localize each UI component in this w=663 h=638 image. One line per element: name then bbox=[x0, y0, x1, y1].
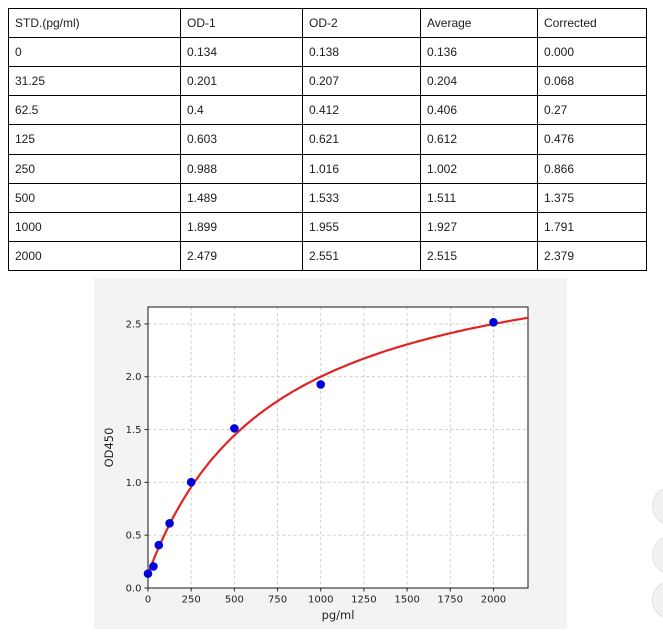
y-tick-label: 2.5 bbox=[126, 319, 142, 330]
x-tick-label: 1500 bbox=[394, 595, 419, 606]
data-point bbox=[149, 562, 158, 571]
data-point bbox=[143, 569, 153, 578]
data-point bbox=[489, 318, 498, 327]
table-cell: 0.621 bbox=[302, 124, 421, 155]
table-cell: 2.515 bbox=[420, 240, 538, 272]
y-tick-label: 1.5 bbox=[126, 425, 142, 436]
table-cell: 0.134 bbox=[180, 36, 303, 68]
table-cell: 2.551 bbox=[302, 240, 421, 272]
table-cell: 0.138 bbox=[302, 36, 421, 68]
data-point bbox=[230, 424, 239, 433]
table-cell: 500 bbox=[8, 182, 181, 213]
table-cell: 1.016 bbox=[302, 153, 421, 184]
x-tick-label: 2000 bbox=[481, 595, 506, 606]
standard-curve-chart: 0 250 500 750 1000 1250 1500 1750 2000 0.0 0.5 1.0 1… bbox=[94, 278, 567, 629]
floating-button-3[interactable] bbox=[652, 580, 663, 620]
table-cell: 0.406 bbox=[420, 95, 538, 126]
column-header: Average bbox=[420, 8, 538, 38]
table-cell: 1.489 bbox=[180, 182, 303, 213]
x-tick-label: 1250 bbox=[351, 595, 376, 606]
table-cell: 31.25 bbox=[8, 66, 181, 97]
table-cell: 1000 bbox=[8, 211, 181, 242]
table-cell: 0.603 bbox=[180, 124, 303, 155]
table-row: 62.5 0.4 0.412 0.406 0.27 bbox=[8, 95, 647, 126]
standards-table: STD.(pg/ml) OD-1 OD-2 Average Corrected 0 0.1… bbox=[8, 8, 647, 272]
table-row: 31.25 0.201 0.207 0.204 0.068 bbox=[8, 66, 647, 97]
table-cell: 125 bbox=[8, 124, 181, 155]
floating-button-2[interactable] bbox=[652, 535, 663, 575]
table-cell: 0.204 bbox=[420, 66, 538, 97]
y-tick-label: 0.0 bbox=[126, 584, 142, 595]
column-header: OD-1 bbox=[180, 8, 303, 38]
y-axis-label: OD450 bbox=[102, 428, 116, 468]
table-cell: 2.479 bbox=[180, 240, 303, 272]
plot-background bbox=[148, 307, 528, 588]
table-cell: 0.136 bbox=[420, 36, 538, 68]
table-cell: 0.4 bbox=[180, 95, 303, 126]
column-header: OD-2 bbox=[302, 8, 421, 38]
table-row: 2000 2.479 2.551 2.515 2.379 bbox=[8, 240, 647, 272]
table-cell: 250 bbox=[8, 153, 181, 184]
table-cell: 2.379 bbox=[537, 240, 647, 272]
standard-curve-figure: 0 250 500 750 1000 1250 1500 1750 2000 0.0 0.5 1.0 1… bbox=[94, 278, 567, 629]
floating-button-1[interactable] bbox=[652, 486, 663, 526]
table-cell: 0.412 bbox=[302, 95, 421, 126]
table-cell: 0.27 bbox=[537, 95, 647, 126]
table-cell: 1.511 bbox=[420, 182, 538, 213]
table-row: 1000 1.899 1.955 1.927 1.791 bbox=[8, 211, 647, 242]
column-header: STD.(pg/ml) bbox=[8, 8, 181, 38]
table-cell: 2000 bbox=[8, 240, 181, 272]
data-point bbox=[186, 477, 196, 487]
x-tick-label: 500 bbox=[225, 595, 244, 606]
table-cell: 1.375 bbox=[537, 182, 647, 213]
table-cell: 1.791 bbox=[537, 211, 647, 242]
table-row: 250 0.988 1.016 1.002 0.866 bbox=[8, 153, 647, 184]
table-cell: 0 bbox=[8, 36, 181, 68]
table-row: 500 1.489 1.533 1.511 1.375 bbox=[8, 182, 647, 213]
fit-curve bbox=[146, 316, 530, 576]
column-header: Corrected bbox=[537, 8, 647, 38]
x-tick-label: 750 bbox=[268, 595, 287, 606]
table-cell: 1.533 bbox=[302, 182, 421, 213]
table-body: 0 0.134 0.138 0.136 0.000 31.25 0.201 0.207 0.20… bbox=[8, 36, 647, 272]
table-row: 0 0.134 0.138 0.136 0.000 bbox=[8, 36, 647, 68]
plot-spines bbox=[147, 306, 529, 589]
data-point bbox=[154, 540, 164, 550]
table-header-row: STD.(pg/ml) OD-1 OD-2 Average Corrected bbox=[8, 8, 647, 38]
x-tick-label: 0 bbox=[145, 595, 151, 606]
table-cell: 1.899 bbox=[180, 211, 303, 242]
table-cell: 0.612 bbox=[420, 124, 538, 155]
x-tick-label: 1000 bbox=[308, 595, 333, 606]
x-axis-label: pg/ml bbox=[322, 608, 355, 622]
table-cell: 0.201 bbox=[180, 66, 303, 97]
data-point bbox=[165, 519, 174, 528]
table-cell: 62.5 bbox=[8, 95, 181, 126]
table-cell: 0.476 bbox=[537, 124, 647, 155]
x-tick-label: 250 bbox=[182, 595, 201, 606]
table-cell: 0.866 bbox=[537, 153, 647, 184]
y-tick-label: 2.0 bbox=[126, 372, 142, 383]
table-cell: 0.000 bbox=[537, 36, 647, 68]
y-tick-label: 1.0 bbox=[126, 478, 142, 489]
table-row: 125 0.603 0.621 0.612 0.476 bbox=[8, 124, 647, 155]
table-cell: 1.927 bbox=[420, 211, 538, 242]
data-point bbox=[316, 380, 326, 389]
table-cell: 0.988 bbox=[180, 153, 303, 184]
table-cell: 1.002 bbox=[420, 153, 538, 184]
table-cell: 0.207 bbox=[302, 66, 421, 97]
x-tick-label: 1750 bbox=[438, 595, 463, 606]
y-tick-label: 0.5 bbox=[126, 531, 142, 542]
table-cell: 0.068 bbox=[537, 66, 647, 97]
table-cell: 1.955 bbox=[302, 211, 421, 242]
